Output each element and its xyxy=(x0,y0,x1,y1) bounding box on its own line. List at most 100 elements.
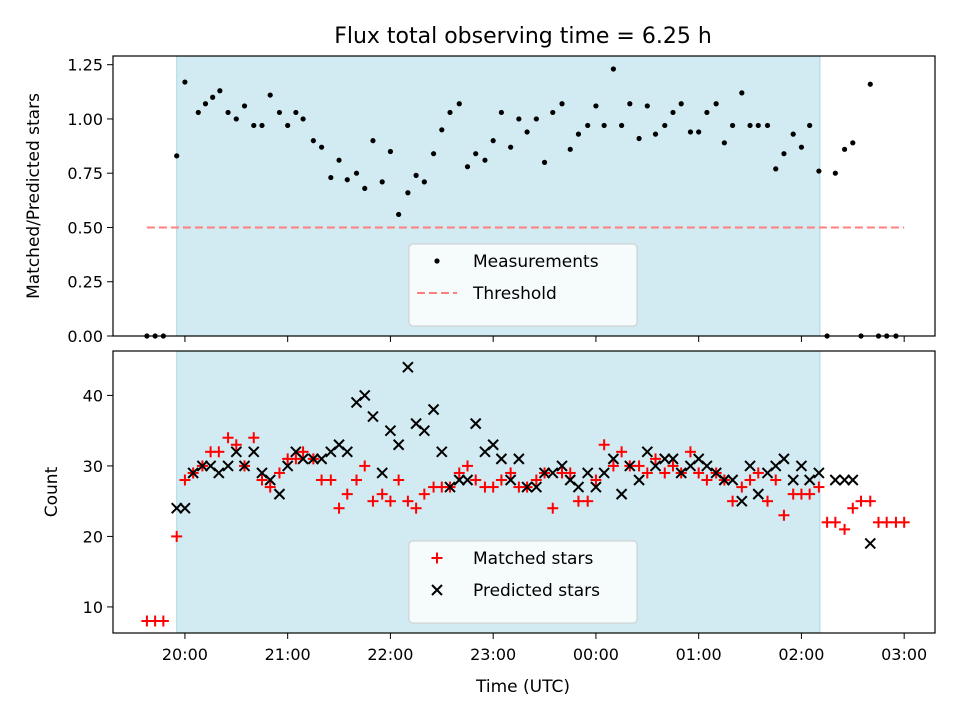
data-point xyxy=(367,410,379,423)
data-point xyxy=(307,453,320,465)
data-point xyxy=(290,453,302,465)
x-tick-label: 00:00 xyxy=(573,645,619,664)
data-point xyxy=(607,460,619,472)
data-point xyxy=(667,453,679,465)
data-point xyxy=(816,168,822,174)
data-point xyxy=(344,177,350,183)
data-point xyxy=(367,495,379,507)
data-point xyxy=(541,159,548,165)
ratio-panel: Matched/Predicted stars 0.00 0.25 0.50 0.75… xyxy=(24,55,936,346)
data-point xyxy=(384,424,397,437)
data-point xyxy=(575,131,582,137)
data-point xyxy=(410,502,422,514)
data-point xyxy=(482,157,488,163)
data-point xyxy=(773,166,779,172)
data-point xyxy=(847,474,859,486)
data-point xyxy=(508,144,514,150)
data-point xyxy=(687,129,694,135)
y-tick-label: 1.25 xyxy=(67,56,103,75)
data-point xyxy=(461,474,474,486)
y-tick-label: 30 xyxy=(83,457,103,476)
data-point xyxy=(248,432,260,444)
legend-box xyxy=(408,243,638,327)
data-point xyxy=(582,495,594,507)
data-point xyxy=(376,467,388,479)
legend-box xyxy=(408,540,638,624)
data-point xyxy=(813,467,825,479)
data-point xyxy=(847,502,859,514)
data-point xyxy=(616,446,628,458)
data-point xyxy=(787,474,799,486)
data-point xyxy=(217,88,223,94)
x-tick-label: 03:00 xyxy=(881,645,927,664)
data-point xyxy=(644,103,650,109)
data-point xyxy=(650,453,662,465)
data-point xyxy=(864,495,876,507)
data-point xyxy=(418,488,430,500)
data-point xyxy=(752,488,764,500)
data-point xyxy=(718,474,731,486)
data-point xyxy=(427,403,440,416)
y-tick-label: 20 xyxy=(83,527,103,546)
data-point xyxy=(744,460,756,472)
data-point xyxy=(447,109,453,116)
data-point xyxy=(256,474,268,486)
data-point xyxy=(538,467,551,479)
x-tick-label: 21:00 xyxy=(265,645,311,664)
legend-marker xyxy=(434,258,440,264)
data-point xyxy=(829,516,841,528)
data-point xyxy=(157,615,169,627)
data-point xyxy=(850,140,856,146)
legend: Matched stars Predicted stars xyxy=(408,540,638,624)
count-y-axis-label: Count xyxy=(42,466,62,517)
data-point xyxy=(721,140,727,146)
data-point xyxy=(516,116,522,122)
data-point xyxy=(804,488,816,500)
data-point xyxy=(359,460,371,472)
data-point xyxy=(179,502,191,514)
data-point xyxy=(376,488,388,500)
data-point xyxy=(504,474,517,486)
data-point xyxy=(762,495,774,507)
y-tick-label: 0.50 xyxy=(67,218,103,237)
data-point xyxy=(505,467,517,479)
data-point xyxy=(392,439,405,451)
data-point xyxy=(396,211,402,218)
data-point xyxy=(839,523,851,535)
data-point xyxy=(701,460,713,472)
legend-label: Matched stars xyxy=(473,549,593,569)
data-point xyxy=(297,453,309,465)
data-point xyxy=(230,439,242,451)
data-point xyxy=(807,122,813,129)
data-point xyxy=(487,439,499,451)
data-point xyxy=(453,474,465,486)
data-point xyxy=(444,481,456,493)
data-point xyxy=(649,460,662,472)
data-point xyxy=(641,467,653,479)
data-point xyxy=(273,467,285,479)
data-point xyxy=(530,474,542,486)
data-point xyxy=(764,122,771,129)
data-point xyxy=(362,185,368,192)
data-point xyxy=(251,122,257,129)
data-point xyxy=(659,467,671,479)
data-point xyxy=(547,467,559,479)
data-point xyxy=(402,495,414,507)
data-point xyxy=(351,474,363,486)
data-point xyxy=(490,138,496,144)
data-point xyxy=(273,488,286,500)
data-point xyxy=(264,474,276,486)
data-point xyxy=(315,453,328,465)
data-point xyxy=(829,474,842,486)
data-point xyxy=(693,467,705,479)
data-point xyxy=(670,109,676,116)
data-point xyxy=(633,474,645,486)
data-point xyxy=(182,79,188,85)
data-point xyxy=(225,109,231,116)
y-tick-label: 0.75 xyxy=(67,164,103,183)
data-point xyxy=(487,481,499,493)
predicted-stars-series xyxy=(170,361,876,550)
data-point xyxy=(572,495,584,507)
x-tick-label: 01:00 xyxy=(676,645,722,664)
y-tick-label: 10 xyxy=(83,598,103,617)
